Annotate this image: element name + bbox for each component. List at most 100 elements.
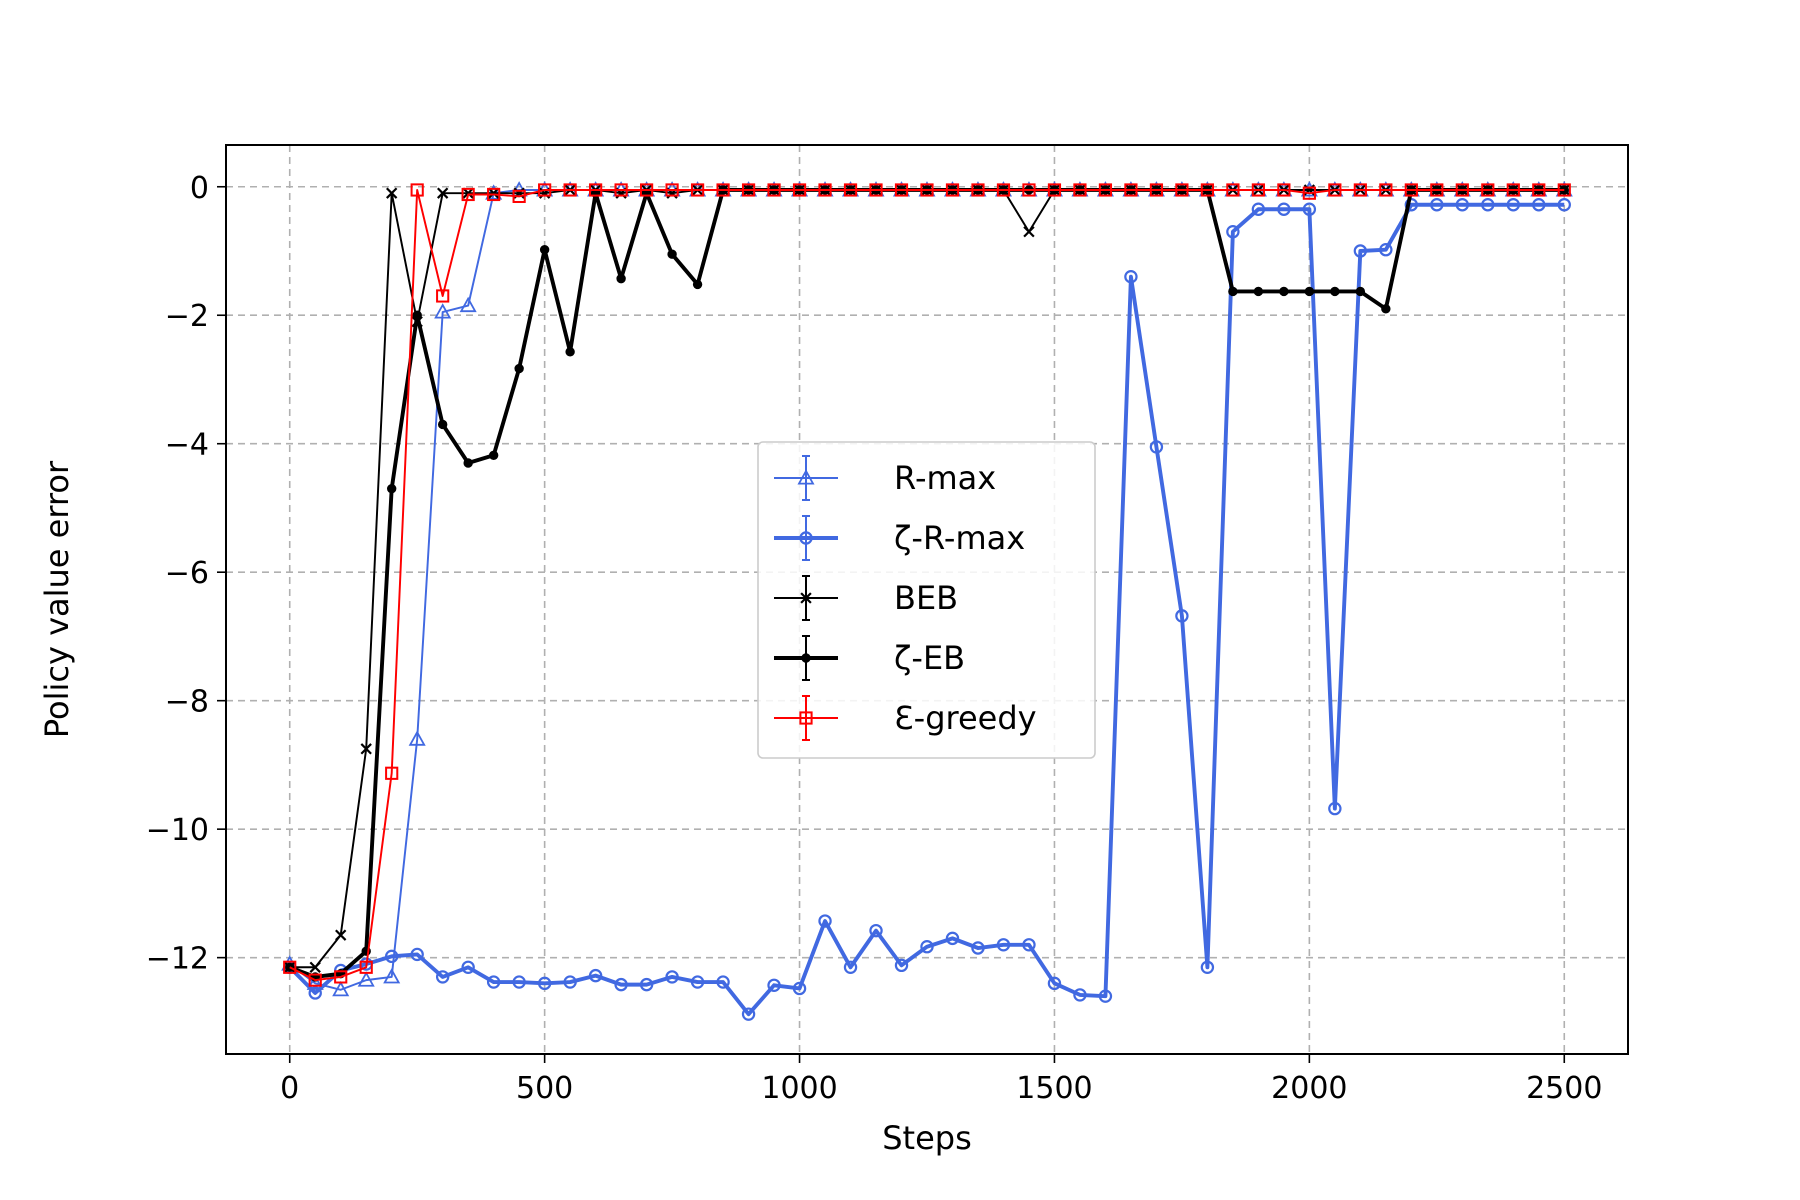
data-point bbox=[410, 947, 424, 962]
data-point bbox=[690, 975, 705, 989]
data-point bbox=[894, 958, 909, 973]
data-point bbox=[385, 766, 399, 780]
x-tick-label: 2500 bbox=[1526, 1071, 1602, 1106]
data-point bbox=[1455, 198, 1470, 212]
data-point bbox=[436, 289, 450, 303]
data-point bbox=[1253, 286, 1264, 297]
data-point bbox=[1175, 609, 1189, 623]
data-point bbox=[894, 183, 909, 197]
data-point bbox=[1200, 960, 1215, 974]
data-point bbox=[1430, 183, 1444, 197]
data-point bbox=[335, 929, 347, 941]
data-point bbox=[1506, 183, 1520, 197]
data-point bbox=[1353, 183, 1367, 197]
x-tick-label: 500 bbox=[516, 1071, 573, 1106]
data-point bbox=[334, 970, 348, 984]
data-point bbox=[1381, 304, 1391, 314]
data-point bbox=[1022, 183, 1036, 197]
data-point bbox=[383, 968, 401, 984]
data-point bbox=[1228, 286, 1238, 297]
data-point bbox=[410, 183, 424, 197]
y-axis-title: Policy value error bbox=[38, 460, 76, 738]
data-point bbox=[1481, 198, 1495, 212]
x-marker-stroke bbox=[309, 961, 321, 973]
y-tick-label: −2 bbox=[165, 299, 209, 334]
data-point bbox=[639, 977, 654, 992]
data-point bbox=[1023, 226, 1035, 238]
data-point bbox=[1251, 202, 1266, 216]
x-axis: 0 500 1000 1500 2000 2500 bbox=[280, 1054, 1602, 1106]
data-point bbox=[869, 923, 883, 938]
x-tick-label: 1000 bbox=[761, 1071, 837, 1106]
series-line bbox=[289, 188, 1565, 982]
data-point bbox=[487, 187, 500, 199]
data-point bbox=[818, 914, 832, 928]
data-point bbox=[843, 183, 858, 197]
data-point bbox=[996, 183, 1011, 197]
data-point bbox=[384, 949, 399, 964]
legend-marker bbox=[799, 711, 813, 725]
y-tick-label: −10 bbox=[146, 813, 209, 848]
data-point bbox=[920, 940, 934, 954]
data-point bbox=[1328, 183, 1342, 197]
data-point bbox=[920, 183, 934, 197]
data-point bbox=[1047, 183, 1062, 197]
legend-label: Ɛ-greedy bbox=[894, 699, 1037, 737]
data-point bbox=[408, 730, 426, 746]
data-point bbox=[360, 743, 372, 755]
data-point bbox=[792, 183, 807, 197]
data-point bbox=[614, 183, 628, 197]
y-tick-label: 0 bbox=[190, 171, 209, 206]
data-point bbox=[1430, 198, 1444, 212]
data-point bbox=[308, 973, 322, 987]
legend-marker bbox=[800, 592, 812, 604]
data-point bbox=[1175, 183, 1189, 197]
data-point bbox=[1149, 440, 1164, 454]
data-point bbox=[537, 976, 552, 991]
data-point bbox=[434, 303, 452, 319]
legend-label: BEB bbox=[894, 579, 958, 617]
x-axis-title: Steps bbox=[882, 1119, 972, 1157]
data-point bbox=[1226, 183, 1240, 197]
legend-entry: Ɛ-greedy bbox=[774, 695, 1037, 741]
data-point bbox=[1200, 183, 1215, 197]
y-axis: 0 −2 −4 −6 −8 −10 −12 bbox=[146, 171, 226, 977]
data-point bbox=[461, 960, 475, 974]
data-point bbox=[792, 981, 807, 996]
data-point bbox=[667, 249, 677, 259]
legend-label: R-max bbox=[894, 459, 996, 497]
data-point bbox=[1304, 286, 1315, 297]
data-point bbox=[1557, 198, 1571, 212]
data-point bbox=[1022, 938, 1036, 952]
data-point bbox=[1302, 202, 1317, 216]
data-point bbox=[640, 183, 654, 197]
data-point bbox=[412, 310, 422, 320]
data-point bbox=[818, 183, 832, 197]
x-marker-stroke bbox=[800, 592, 812, 604]
y-tick-label: −4 bbox=[165, 428, 209, 463]
y-tick-label: −6 bbox=[165, 556, 209, 591]
data-point bbox=[463, 458, 473, 468]
legend-marker bbox=[797, 469, 815, 485]
data-point bbox=[1124, 269, 1138, 284]
data-point bbox=[1047, 976, 1062, 991]
data-point bbox=[869, 183, 883, 197]
legend-label: ζ-R-max bbox=[894, 519, 1025, 557]
data-point bbox=[1124, 183, 1138, 197]
data-point bbox=[1379, 183, 1393, 197]
data-point bbox=[1481, 183, 1495, 197]
legend-entry: ζ-EB bbox=[774, 635, 965, 681]
data-point bbox=[487, 187, 501, 202]
data-point bbox=[1073, 988, 1087, 1002]
data-point bbox=[767, 183, 781, 197]
x-tick-label: 1500 bbox=[1016, 1071, 1092, 1106]
data-point bbox=[1302, 186, 1316, 200]
data-point bbox=[359, 960, 373, 974]
data-point bbox=[692, 279, 703, 290]
data-point bbox=[357, 971, 375, 987]
data-point bbox=[435, 970, 450, 984]
data-point bbox=[1532, 183, 1546, 197]
data-point bbox=[741, 1007, 756, 1021]
legend-marker bbox=[799, 531, 813, 545]
